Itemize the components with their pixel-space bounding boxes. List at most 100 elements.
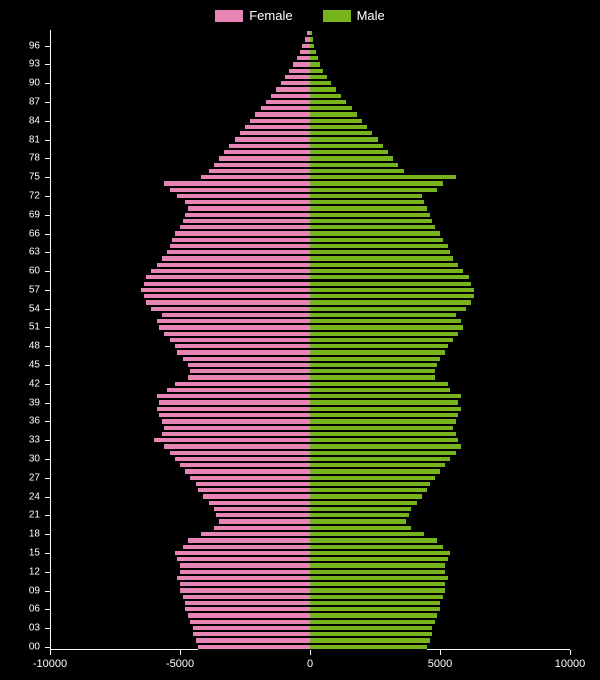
- bar-row: [50, 506, 570, 512]
- bar-row: [50, 86, 570, 92]
- bar-male: [310, 162, 398, 168]
- y-tick-label: 84: [0, 115, 40, 126]
- bar-female: [157, 393, 310, 399]
- bar-row: [50, 180, 570, 186]
- bar-row: [50, 199, 570, 205]
- bar-row: [50, 587, 570, 593]
- bar-male: [310, 111, 357, 117]
- bar-male: [310, 562, 445, 568]
- y-tick-label: 87: [0, 97, 40, 108]
- bar-female: [196, 481, 310, 487]
- bar-row: [50, 205, 570, 211]
- bar-row: [50, 224, 570, 230]
- bar-row: [50, 193, 570, 199]
- bar-male: [310, 631, 432, 637]
- bar-female: [180, 462, 310, 468]
- x-tick-mark: [310, 650, 311, 655]
- bar-female: [180, 569, 310, 575]
- bar-female: [177, 556, 310, 562]
- bar-male: [310, 381, 448, 387]
- x-tick-label: 0: [307, 658, 313, 670]
- bar-row: [50, 281, 570, 287]
- bar-female: [203, 493, 310, 499]
- bar-female: [219, 155, 310, 161]
- y-axis: 0003060912151821242730333639424548515457…: [0, 30, 45, 650]
- bar-male: [310, 36, 313, 42]
- bar-male: [310, 443, 461, 449]
- bar-male: [310, 506, 411, 512]
- bar-male: [310, 68, 323, 74]
- bar-row: [50, 93, 570, 99]
- bar-male: [310, 518, 406, 524]
- bar-female: [146, 274, 310, 280]
- bar-male: [310, 306, 466, 312]
- legend-label-female: Female: [249, 8, 292, 23]
- x-tick-mark: [440, 650, 441, 655]
- bar-male: [310, 450, 456, 456]
- bar-row: [50, 68, 570, 74]
- bar-male: [310, 212, 430, 218]
- bar-male: [310, 612, 437, 618]
- bar-row: [50, 406, 570, 412]
- bar-female: [175, 550, 310, 556]
- bar-female: [170, 450, 310, 456]
- bar-female: [177, 193, 310, 199]
- bar-row: [50, 594, 570, 600]
- bar-male: [310, 356, 440, 362]
- bar-female: [183, 594, 310, 600]
- bar-row: [50, 425, 570, 431]
- bar-male: [310, 374, 435, 380]
- y-tick-label: 36: [0, 416, 40, 427]
- bar-row: [50, 349, 570, 355]
- bars-container: [50, 30, 570, 650]
- bar-row: [50, 136, 570, 142]
- x-tick-label: -5000: [166, 658, 194, 670]
- bar-female: [255, 111, 310, 117]
- bar-row: [50, 30, 570, 36]
- bar-row: [50, 343, 570, 349]
- bar-row: [50, 518, 570, 524]
- bar-row: [50, 293, 570, 299]
- y-tick-label: 42: [0, 378, 40, 389]
- bar-row: [50, 49, 570, 55]
- bar-row: [50, 155, 570, 161]
- bar-female: [185, 606, 310, 612]
- bar-female: [167, 387, 310, 393]
- bar-male: [310, 575, 448, 581]
- bar-row: [50, 74, 570, 80]
- bar-row: [50, 130, 570, 136]
- bar-female: [250, 118, 310, 124]
- bar-male: [310, 387, 450, 393]
- bar-male: [310, 587, 445, 593]
- bar-row: [50, 537, 570, 543]
- bar-row: [50, 362, 570, 368]
- bar-female: [188, 612, 310, 618]
- bar-female: [183, 356, 310, 362]
- bar-female: [144, 281, 310, 287]
- y-tick-label: 60: [0, 266, 40, 277]
- bar-male: [310, 193, 422, 199]
- y-tick-label: 78: [0, 153, 40, 164]
- bar-row: [50, 475, 570, 481]
- bar-female: [190, 368, 310, 374]
- bar-male: [310, 55, 318, 61]
- legend-item-male: Male: [323, 8, 385, 23]
- bar-male: [310, 237, 443, 243]
- bar-male: [310, 318, 461, 324]
- bar-female: [297, 55, 310, 61]
- y-tick-label: 24: [0, 491, 40, 502]
- bar-female: [144, 293, 310, 299]
- bar-row: [50, 462, 570, 468]
- bar-male: [310, 437, 458, 443]
- bar-female: [146, 299, 310, 305]
- bar-male: [310, 512, 409, 518]
- y-tick-label: 63: [0, 247, 40, 258]
- bar-female: [289, 68, 310, 74]
- bar-male: [310, 299, 471, 305]
- bar-row: [50, 299, 570, 305]
- bar-male: [310, 281, 471, 287]
- bar-female: [177, 349, 310, 355]
- bar-male: [310, 287, 474, 293]
- bar-female: [281, 80, 310, 86]
- bar-female: [180, 587, 310, 593]
